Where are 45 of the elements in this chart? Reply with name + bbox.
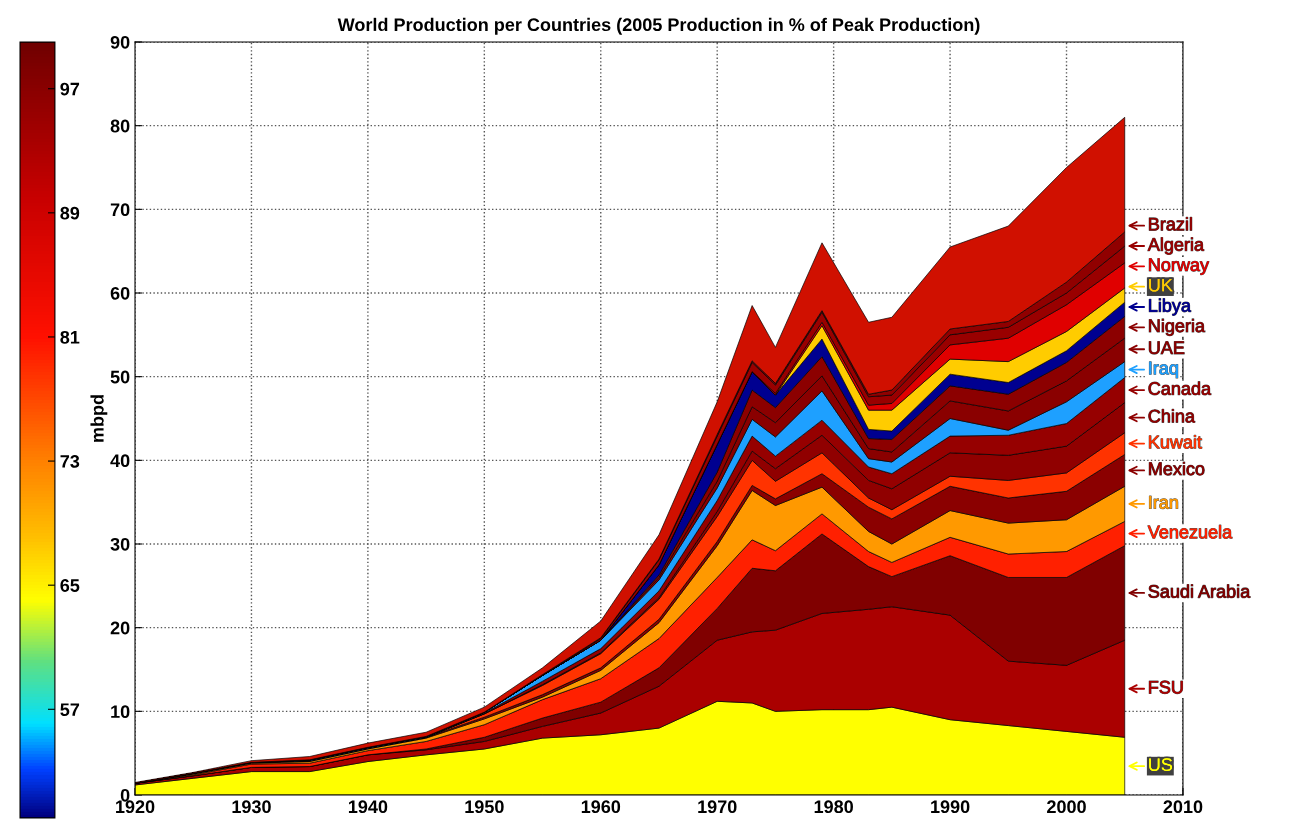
- legend-label: Algeria: [1147, 237, 1204, 255]
- y-tick-label: 90: [110, 35, 130, 49]
- y-tick-label: 0: [120, 788, 130, 802]
- legend-label: Mexico: [1149, 461, 1205, 476]
- color-bar-label: 73: [60, 455, 80, 468]
- x-tick-label: 1970: [698, 800, 737, 814]
- x-tick-label: 1950: [465, 800, 504, 814]
- x-tick-label: 1960: [581, 800, 621, 814]
- x-tick-label: 1920: [116, 800, 155, 814]
- legend-label: Venezuela: [1147, 525, 1233, 539]
- y-tick-label: 20: [110, 621, 130, 635]
- y-tick-label: 10: [111, 705, 130, 719]
- legend-label: UAE: [1149, 341, 1185, 355]
- color-bar-label: 57: [60, 703, 80, 717]
- x-tick-label: 2000: [1047, 800, 1086, 814]
- legend-label: FSU: [1149, 680, 1183, 694]
- legend-label: Canada: [1148, 381, 1212, 395]
- color-bar-label: 65: [60, 579, 80, 592]
- legend-label: Libya: [1149, 298, 1191, 316]
- legend-label: Iran: [1149, 496, 1178, 509]
- y-tick-label: 50: [110, 370, 130, 384]
- legend-label: Iraq: [1149, 361, 1178, 378]
- legend-label: US: [1149, 758, 1173, 771]
- y-tick-label: 70: [110, 203, 130, 217]
- y-axis-title: mbpd: [90, 395, 108, 442]
- x-tick-label: 1930: [232, 800, 271, 814]
- legend-label: Nigeria: [1149, 318, 1205, 336]
- y-tick-label: 60: [110, 286, 130, 300]
- legend-label: Brazil: [1149, 217, 1192, 231]
- x-tick-label: 2010: [1163, 800, 1203, 814]
- color-bar-label: 97: [60, 82, 80, 96]
- legend-label: China: [1148, 409, 1195, 423]
- y-tick-label: 40: [110, 454, 130, 468]
- chart-title: World Production per Countries (2005 Production in % of Peak Production): [337, 17, 980, 35]
- color-bar-label: 89: [60, 206, 80, 220]
- color-bar-label: 81: [60, 330, 80, 344]
- legend-label: Norway: [1149, 258, 1209, 275]
- legend-label: Kuwait: [1149, 435, 1202, 449]
- x-tick-label: 1980: [814, 800, 853, 814]
- x-tick-label: 1940: [348, 800, 388, 814]
- y-tick-label: 30: [110, 537, 130, 551]
- y-tick-label: 80: [110, 119, 130, 133]
- legend-label: UK: [1149, 278, 1173, 292]
- legend-label: Saudi Arabia: [1148, 584, 1251, 598]
- x-tick-label: 1990: [931, 800, 970, 814]
